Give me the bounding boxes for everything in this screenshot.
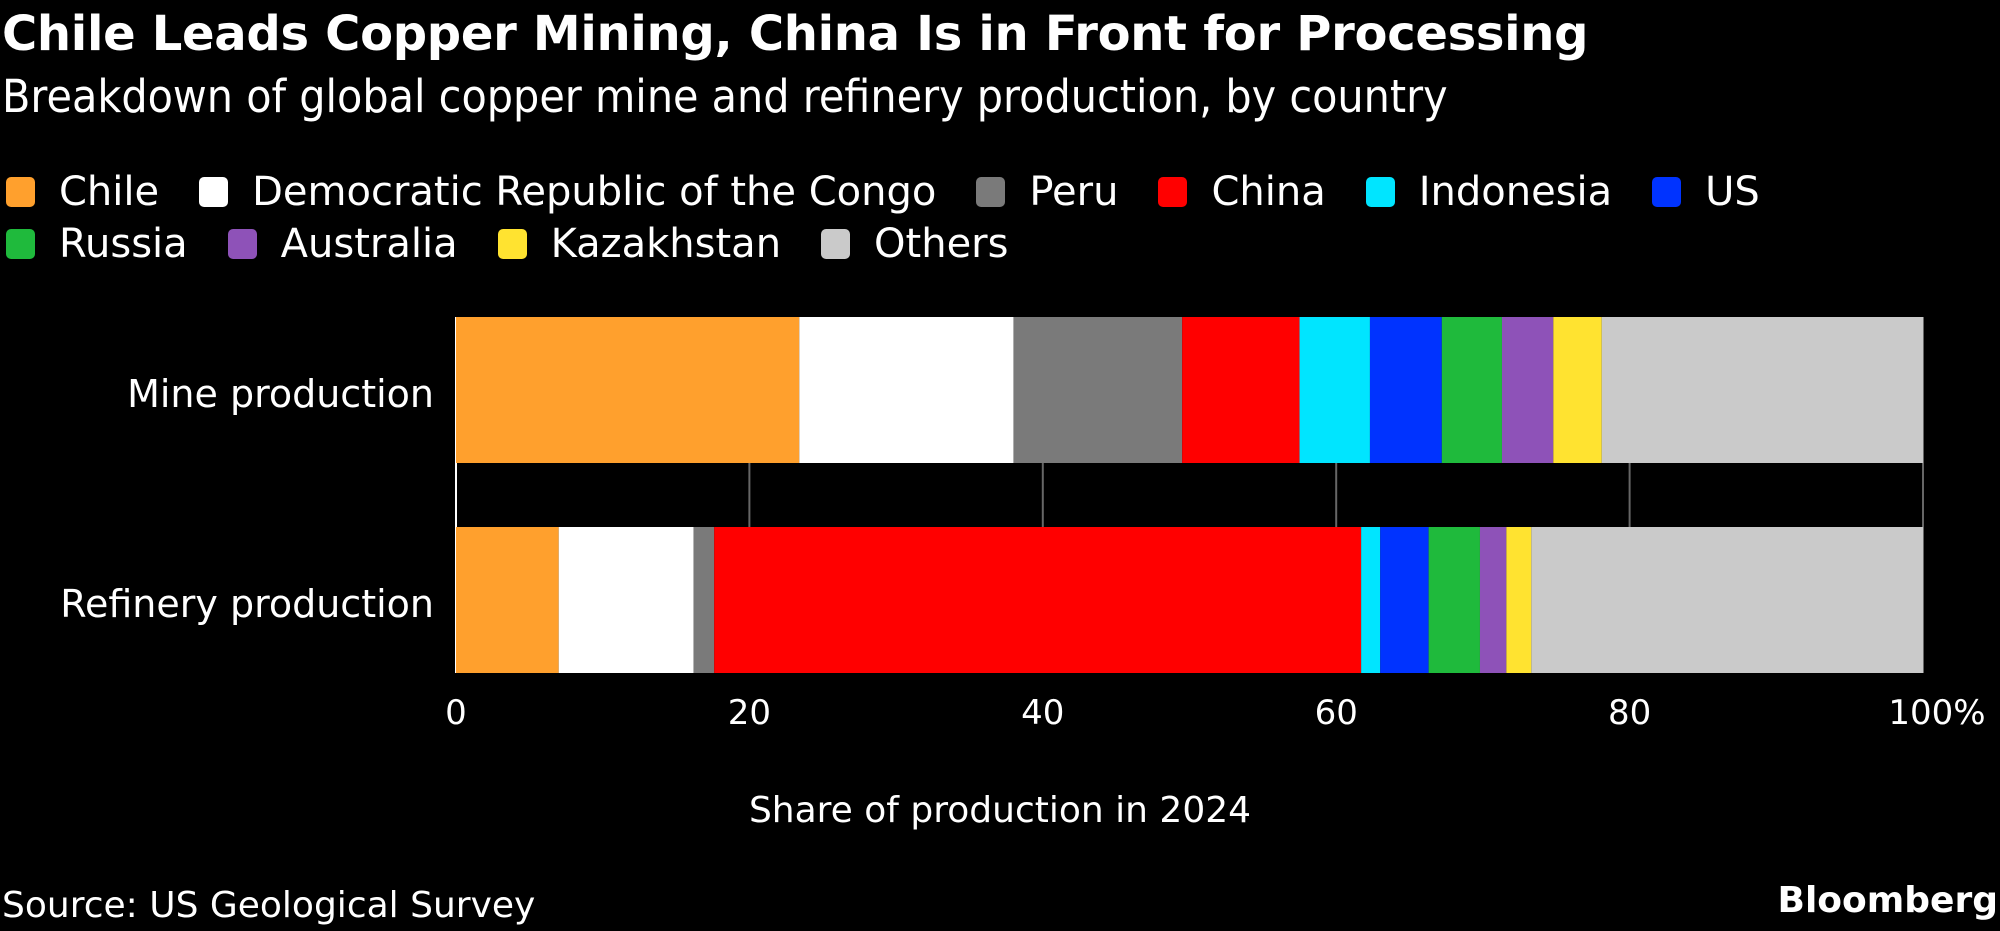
legend-label: Indonesia: [1418, 169, 1613, 215]
legend-item-australia: Australia: [227, 221, 458, 267]
legend-label: Democratic Republic of the Congo: [252, 169, 937, 215]
x-axis-title: Share of production in 2024: [748, 790, 1252, 831]
source-note: Source: US Geological Survey: [2, 885, 536, 926]
legend-label: Others: [874, 221, 1009, 267]
legend-label: Peru: [1029, 169, 1119, 215]
legend-item-china: China: [1158, 169, 1326, 215]
legend-row-1: Chile Democratic Republic of the Congo P…: [6, 166, 1906, 218]
legend-item-peru: Peru: [976, 169, 1118, 215]
legend-label: US: [1705, 169, 1760, 215]
x-tick-label: 20: [728, 693, 771, 733]
bar-segment-democratic-republic-of-the-congo-refinery: [558, 527, 694, 673]
legend-swatch-peru: [976, 177, 1006, 207]
legend-swatch-russia: [6, 229, 35, 259]
legend-swatch-china: [1158, 177, 1188, 207]
legend-swatch-others: [821, 229, 851, 259]
x-tick-label: 60: [1315, 693, 1358, 733]
bar-segment-us-refinery: [1380, 527, 1429, 673]
legend-swatch-drc: [199, 177, 229, 207]
legend-swatch-kazakhstan: [497, 229, 527, 259]
legend-item-drc: Democratic Republic of the Congo: [199, 169, 936, 215]
x-tick-label: 80: [1608, 693, 1651, 733]
category-label-mine: Mine production: [127, 372, 434, 416]
legend-label: Chile: [59, 169, 160, 215]
bars: [456, 317, 1923, 673]
category-label-refinery: Refinery production: [60, 582, 434, 626]
bar-segment-peru-refinery: [693, 527, 715, 673]
legend-label: Australia: [280, 221, 458, 267]
bar-segment-china-mine: [1182, 317, 1300, 463]
legend-swatch-us: [1652, 177, 1682, 207]
legend: Chile Democratic Republic of the Congo P…: [6, 166, 1906, 270]
legend-item-indonesia: Indonesia: [1365, 169, 1613, 215]
bloomberg-logo: Bloomberg: [1777, 880, 1998, 921]
bar-segment-australia-mine: [1501, 317, 1554, 463]
bar-segment-australia-refinery: [1479, 527, 1507, 673]
bar-segment-democratic-republic-of-the-congo-mine: [799, 317, 1014, 463]
legend-swatch-chile: [6, 177, 35, 207]
bar-segment-others-refinery: [1531, 527, 1923, 673]
legend-item-russia: Russia: [6, 221, 188, 267]
legend-item-kazakhstan: Kazakhstan: [497, 221, 782, 267]
bar-segment-kazakhstan-refinery: [1506, 527, 1532, 673]
bar-segment-us-mine: [1369, 317, 1442, 463]
bar-segment-peru-mine: [1013, 317, 1183, 463]
legend-label: Kazakhstan: [550, 221, 782, 267]
x-tick-label: 0: [445, 693, 467, 733]
legend-label: China: [1211, 169, 1326, 215]
bar-segment-indonesia-refinery: [1361, 527, 1381, 673]
bar-segment-others-mine: [1601, 317, 1923, 463]
x-tick-label: 40: [1021, 693, 1064, 733]
bar-segment-chile-refinery: [456, 527, 559, 673]
bar-segment-russia-refinery: [1428, 527, 1480, 673]
bar-segment-russia-mine: [1441, 317, 1502, 463]
legend-row-2: Russia Australia Kazakhstan Others: [6, 218, 1906, 270]
bar-segment-indonesia-mine: [1299, 317, 1370, 463]
legend-swatch-indonesia: [1365, 177, 1395, 207]
bar-segment-china-refinery: [714, 527, 1362, 673]
legend-item-us: US: [1652, 169, 1760, 215]
chart-subtitle: Breakdown of global copper mine and refi…: [2, 70, 1448, 123]
legend-item-chile: Chile: [6, 169, 159, 215]
legend-swatch-australia: [227, 229, 257, 259]
legend-label: Russia: [59, 221, 188, 267]
x-axis: 0 20 40 60 80 100%: [445, 693, 1985, 733]
chart-title: Chile Leads Copper Mining, China Is in F…: [2, 6, 1589, 62]
bar-segment-kazakhstan-mine: [1553, 317, 1602, 463]
legend-item-others: Others: [821, 221, 1008, 267]
bar-segment-chile-mine: [456, 317, 800, 463]
x-tick-label: 100%: [1888, 693, 1985, 733]
